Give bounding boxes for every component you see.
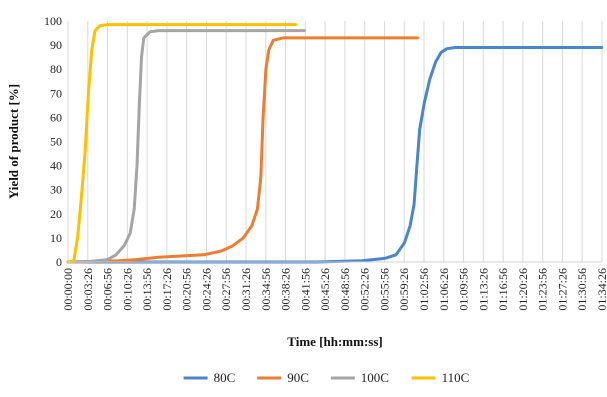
y-tick-label: 50 [50, 135, 62, 149]
x-axis-title: Time [hh:mm:ss] [287, 334, 382, 349]
x-tick-label: 00:06:56 [101, 268, 115, 311]
x-tick-label: 00:48:56 [338, 268, 352, 311]
x-tick-label: 01:23:56 [536, 268, 550, 311]
series-line-110c [66, 23, 298, 264]
y-tick-label: 90 [50, 38, 62, 52]
y-tick-label: 100 [44, 14, 62, 28]
x-tick-label: 00:17:26 [160, 268, 174, 311]
y-tick-label: 30 [50, 183, 62, 197]
y-tick-label: 60 [50, 110, 62, 124]
legend-label: 90C [287, 370, 309, 385]
gridlines [67, 21, 603, 262]
y-tick-label: 20 [50, 207, 62, 221]
x-tick-label: 00:00:00 [61, 268, 75, 311]
y-tick-label: 40 [50, 159, 62, 173]
legend-label: 100C [361, 370, 389, 385]
x-tick-label: 00:38:26 [279, 268, 293, 311]
series-lines [66, 23, 604, 264]
x-tick-label: 01:30:56 [575, 268, 589, 311]
x-tick-label: 00:55:56 [377, 268, 391, 311]
y-axis-ticks: 0 10 20 30 40 50 60 70 80 90 100 [44, 14, 62, 269]
x-tick-label: 00:03:26 [81, 268, 95, 311]
legend-label: 80C [214, 370, 236, 385]
x-tick-label: 01:34:26 [595, 268, 607, 311]
y-tick-label: 10 [50, 231, 62, 245]
x-tick-label: 00:41:56 [298, 268, 312, 311]
x-tick-label: 01:27:26 [555, 268, 569, 311]
y-tick-label: 70 [50, 86, 62, 100]
series-line-100c [66, 29, 306, 264]
x-tick-label: 00:34:56 [259, 268, 273, 311]
x-tick-label: 00:59:26 [397, 268, 411, 311]
x-tick-label: 01:06:26 [437, 268, 451, 311]
x-tick-label: 00:52:26 [358, 268, 372, 311]
series-line-90c [66, 36, 419, 264]
x-tick-label: 00:20:56 [180, 268, 194, 311]
x-tick-label: 01:16:56 [496, 268, 510, 311]
x-tick-label: 00:45:26 [318, 268, 332, 311]
x-tick-label: 00:27:56 [219, 268, 233, 311]
x-tick-label: 01:20:26 [516, 268, 530, 311]
x-tick-label: 00:24:26 [199, 268, 213, 311]
legend: 80C 90C 100C 110C [183, 370, 470, 385]
x-tick-label: 01:02:56 [417, 268, 431, 311]
x-tick-label: 00:10:26 [120, 268, 134, 311]
x-tick-label: 00:13:56 [140, 268, 154, 311]
x-tick-label: 01:09:56 [457, 268, 471, 311]
legend-label: 110C [442, 370, 470, 385]
x-tick-label: 00:31:26 [239, 268, 253, 311]
x-axis-ticks: 00:00:00 00:03:26 00:06:56 00:10:26 00:13:56… [61, 268, 607, 311]
y-tick-label: 80 [50, 62, 62, 76]
y-tick-label: 0 [56, 255, 62, 269]
y-axis-title: Yield of product [%] [6, 84, 21, 199]
series-line-80c [66, 46, 604, 264]
x-tick-label: 01:13:26 [476, 268, 490, 311]
